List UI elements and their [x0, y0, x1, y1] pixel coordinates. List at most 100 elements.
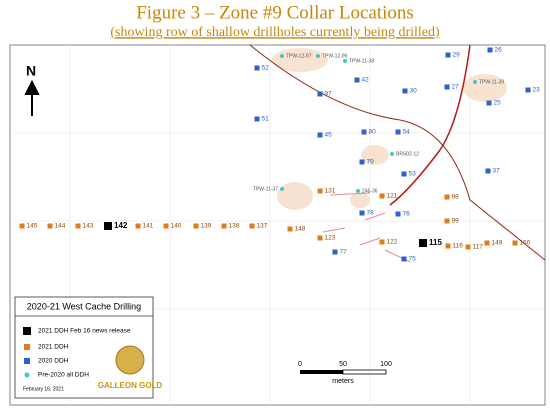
collar [221, 223, 227, 229]
collar [512, 240, 518, 246]
collar [419, 239, 427, 247]
collar-label: 37 [493, 168, 501, 175]
legend-label: 2021 DDH [38, 344, 69, 351]
collar-label: TPW-12-97 [286, 53, 312, 59]
collar-label: 140 [171, 223, 182, 230]
collar-label: 144 [55, 223, 66, 230]
collar [465, 244, 471, 250]
collar-label: 54 [403, 129, 411, 136]
road [389, 44, 471, 206]
collar [75, 223, 81, 229]
scale-label: 100 [380, 361, 392, 368]
collar-label: 80 [369, 129, 377, 136]
logo-mark [115, 345, 145, 375]
collar-label: 45 [325, 132, 333, 139]
collar-label: TPW-11-37 [253, 186, 278, 192]
legend-date: February 16, 2021 [23, 386, 64, 392]
collar-label: 76 [403, 211, 411, 218]
legend-swatch [24, 358, 30, 364]
collar-label: 116 [453, 243, 464, 250]
collar [47, 223, 53, 229]
collar [379, 193, 385, 199]
legend-label: 2020 DDH [38, 358, 69, 365]
collar-label: 42 [362, 77, 370, 84]
collar [484, 240, 490, 246]
collar-label: TPW-11-38 [349, 58, 374, 64]
legend-label: 2021 DDH Feb 16 news release [38, 328, 131, 335]
collar [254, 65, 260, 71]
road [249, 44, 546, 261]
collar-label: TPW-11-39 [479, 79, 504, 85]
collar-label: 121 [387, 193, 398, 200]
collar [135, 223, 141, 229]
collar-label: 77 [340, 249, 348, 256]
legend-swatch [23, 327, 31, 335]
legend-swatch [24, 344, 30, 350]
collar-label: 23 [533, 87, 541, 94]
collar-label: 75 [409, 256, 417, 263]
collar [445, 52, 451, 58]
collar-label: 51 [262, 116, 270, 123]
collar-label: 138 [229, 223, 240, 230]
collar [401, 171, 407, 177]
collar-label: 29 [453, 52, 461, 59]
scale-label: 0 [298, 361, 302, 368]
collar-label: TPW-12-96 [322, 53, 348, 59]
north-arrow [24, 79, 40, 116]
collar [280, 187, 284, 191]
legend-swatch [24, 372, 30, 378]
collar [487, 47, 493, 53]
legend-title: 2020-21 West Cache Drilling [27, 301, 141, 311]
collar [193, 223, 199, 229]
collar-label: 139 [201, 223, 212, 230]
collar [359, 159, 365, 165]
collar [317, 188, 323, 194]
collar [104, 222, 112, 230]
collar [317, 235, 323, 241]
collar-label: 149 [492, 240, 503, 247]
collar [317, 91, 323, 97]
collar [445, 243, 451, 249]
collar [356, 189, 360, 193]
scale-unit: meters [332, 378, 354, 385]
collar [473, 80, 477, 84]
zones [272, 48, 507, 210]
collar-label: 53 [409, 171, 417, 178]
collar-label: 115 [429, 238, 442, 247]
subtitle: (showing row of shallow drillholes curre… [110, 25, 440, 40]
collar-label: 141 [143, 223, 154, 230]
collar [395, 129, 401, 135]
collar-label: 137 [257, 223, 268, 230]
collar-label: 143 [83, 223, 94, 230]
collar [332, 249, 338, 255]
collar-label: 122 [387, 239, 398, 246]
collar-label: 150 [520, 240, 531, 247]
north-label: N [26, 63, 36, 79]
collar [343, 59, 347, 63]
scale-label: 50 [339, 361, 347, 368]
collar-label: 25 [494, 100, 502, 107]
collar-label: BRS02-12 [396, 151, 419, 157]
logo-text: GALLEON GOLD [98, 381, 163, 390]
collar-label: 98 [452, 194, 460, 201]
collar [316, 54, 320, 58]
collar-label: 97 [325, 91, 333, 98]
collar [395, 211, 401, 217]
collar [19, 223, 25, 229]
legend: 2020-21 West Cache Drilling February 16,… [14, 296, 163, 399]
collar-label: 99 [452, 218, 460, 225]
collar [254, 116, 260, 122]
collar-label: 27 [452, 84, 460, 91]
collar [444, 194, 450, 200]
legend-label: Pre-2020 all DDH [38, 372, 89, 379]
collar [287, 226, 293, 232]
collar [444, 218, 450, 224]
collar-label: 123 [325, 235, 336, 242]
collar [317, 132, 323, 138]
collar [402, 88, 408, 94]
traces [322, 192, 411, 263]
collar-label: 117 [473, 244, 484, 251]
